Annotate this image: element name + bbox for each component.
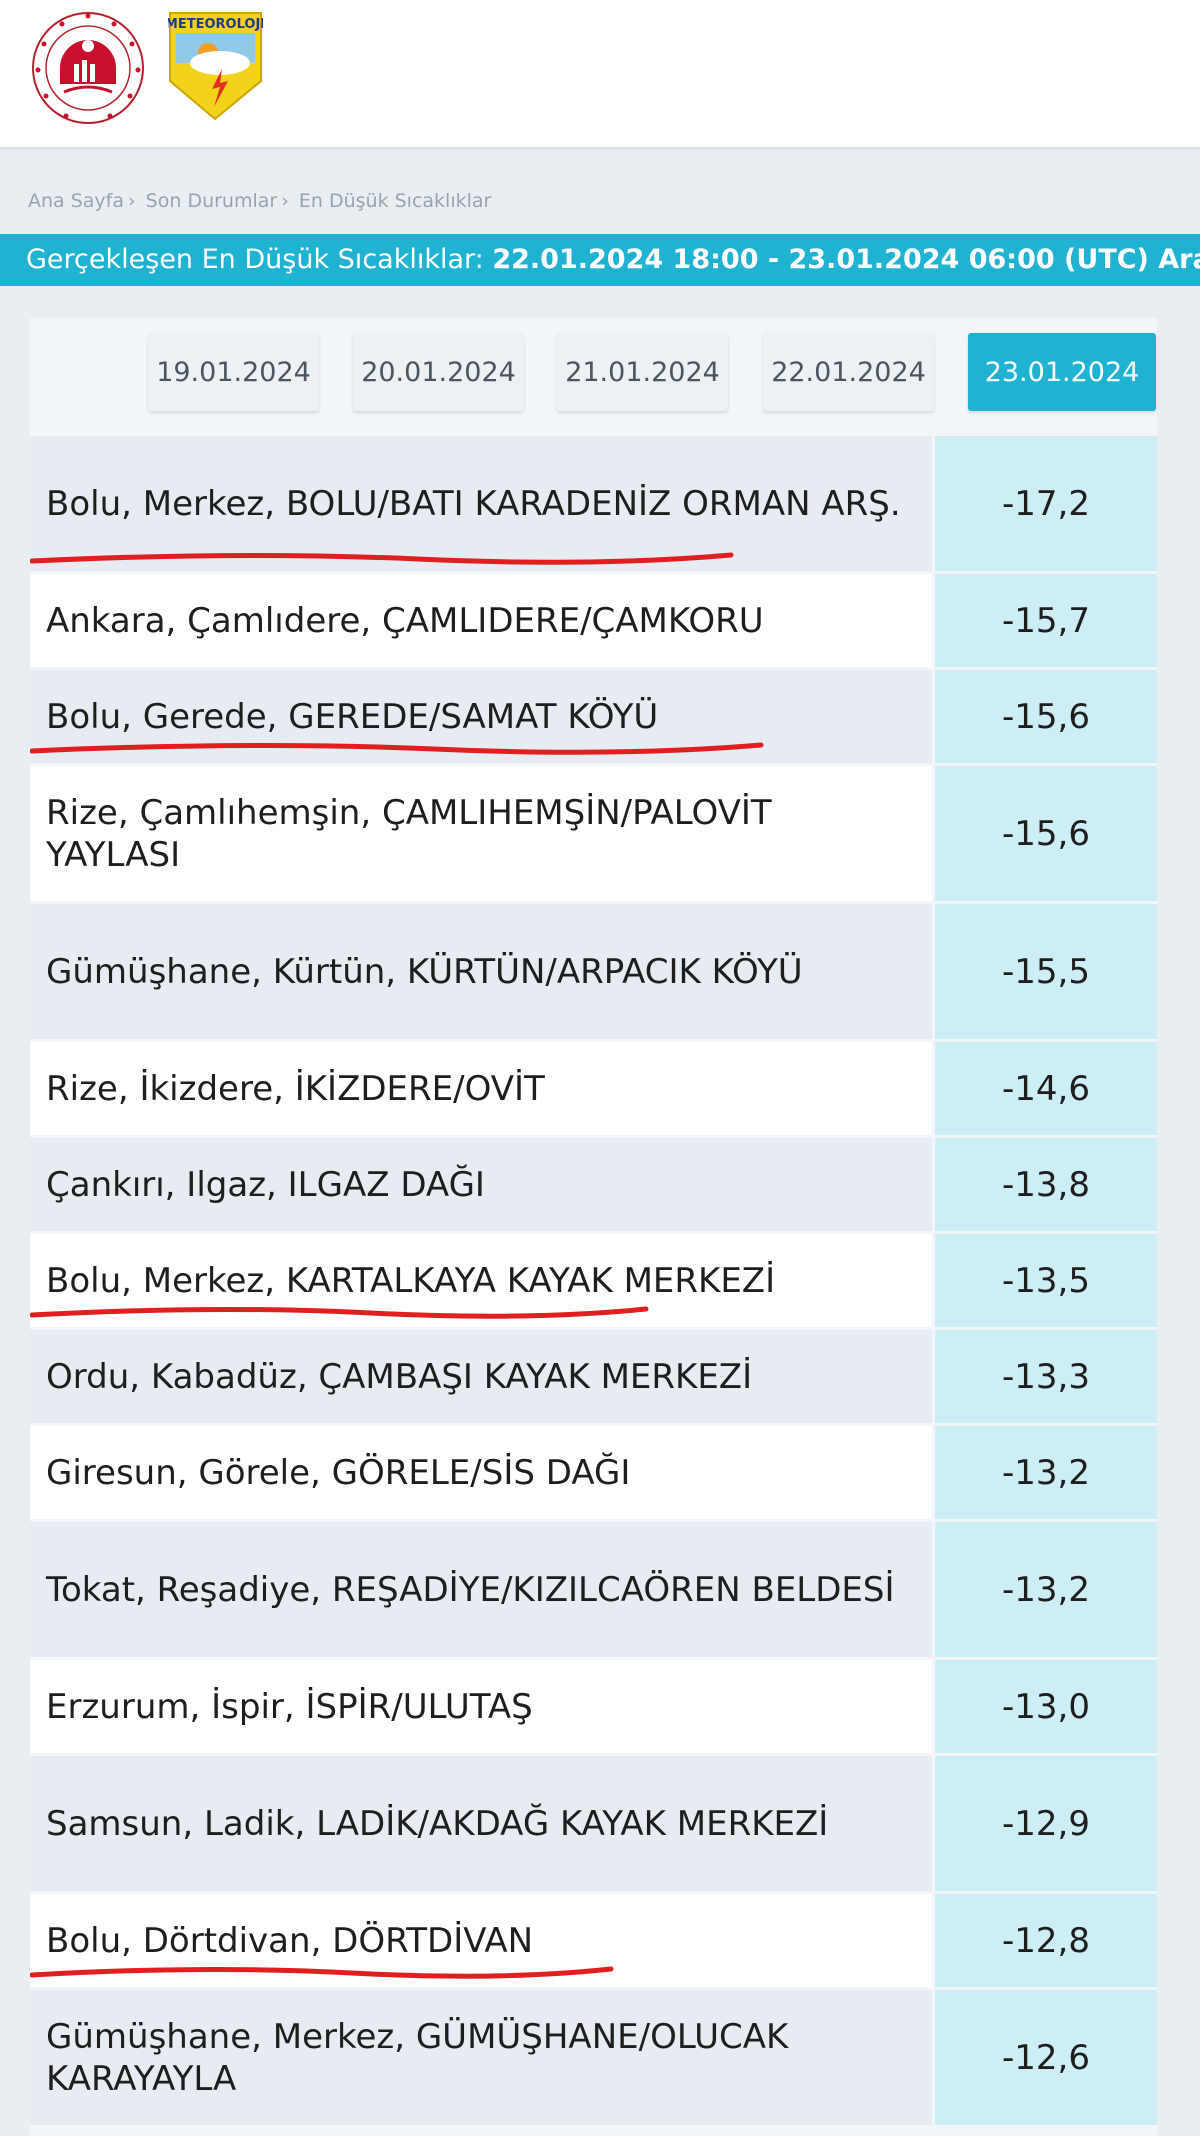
page-title-banner: Gerçekleşen En Düşük Sıcaklıklar: 22.01.… (0, 234, 1200, 286)
min-temperature-value: -15,6 (935, 670, 1157, 763)
table-row: Çankırı, Ilgaz, ILGAZ DAĞI -13,8 (30, 1138, 1157, 1231)
breadcrumb-son-durumlar[interactable]: Son Durumlar (145, 190, 278, 212)
min-temperature-value: -15,6 (935, 766, 1157, 901)
min-temperature-value: -12,9 (935, 1756, 1157, 1891)
table-row: Gümüşhane, Merkez, GÜMÜŞHANE/OLUCAK KARA… (30, 1990, 1157, 2125)
station-name-text: Bolu, Gerede, GEREDE/SAMAT KÖYÜ (46, 696, 659, 737)
banner-label: Gerçekleşen En Düşük Sıcaklıklar: (26, 244, 484, 275)
table-row: Rize, İkizdere, İKİZDERE/OVİT -14,6 (30, 1042, 1157, 1135)
table-row: Erzurum, İspir, İSPİR/ULUTAŞ -13,0 (30, 1660, 1157, 1753)
station-name-text: Rize, İkizdere, İKİZDERE/OVİT (46, 1068, 545, 1109)
table-row: Bolu, Merkez, BOLU/BATI KARADENİZ ORMAN … (30, 436, 1157, 571)
min-temperature-value: -15,7 (935, 574, 1157, 667)
station-name: Samsun, Ladik, LADİK/AKDAĞ KAYAK MERKEZİ (30, 1756, 932, 1891)
station-name: Çankırı, Ilgaz, ILGAZ DAĞI (30, 1138, 932, 1231)
breadcrumb-current: En Düşük Sıcaklıklar (298, 190, 492, 212)
station-name: Bolu, Merkez, BOLU/BATI KARADENİZ ORMAN … (30, 436, 932, 571)
breadcrumb: Ana Sayfa › Son Durumlar › En Düşük Sıcakl… (28, 190, 492, 212)
red-underline-annotation (30, 552, 734, 565)
table-row: Bolu, Dörtdivan, DÖRTDİVAN -12,8 (30, 1894, 1157, 1987)
date-tabs: 19.01.2024 20.01.2024 21.01.2024 22.01.2… (0, 333, 1200, 411)
station-name: Giresun, Görele, GÖRELE/SİS DAĞI (30, 1426, 932, 1519)
station-name-text: Samsun, Ladik, LADİK/AKDAĞ KAYAK MERKEZİ (46, 1803, 829, 1844)
banner-date-range: 22.01.2024 18:00 - 23.01.2024 06:00 (UTC… (492, 244, 1200, 275)
station-name-text: Tokat, Reşadiye, REŞADİYE/KIZILCAÖREN BE… (46, 1569, 895, 1610)
ministry-seal-logo[interactable] (30, 8, 146, 128)
station-name-text: Ankara, Çamlıdere, ÇAMLIDERE/ÇAMKORU (46, 600, 764, 641)
station-name: Ordu, Kabadüz, ÇAMBAŞI KAYAK MERKEZİ (30, 1330, 932, 1423)
table-row: Rize, Çamlıhemşin, ÇAMLIHEMŞİN/PALOVİT Y… (30, 766, 1157, 901)
min-temperature-value: -13,5 (935, 1234, 1157, 1327)
tab-19-01-2024[interactable]: 19.01.2024 (148, 333, 319, 411)
station-name-text: Bolu, Merkez, KARTALKAYA KAYAK MERKEZİ (46, 1260, 776, 1301)
min-temperature-value: -13,3 (935, 1330, 1157, 1423)
station-name-text: Gümüşhane, Merkez, GÜMÜŞHANE/OLUCAK KARA… (46, 2016, 789, 2099)
min-temperature-value: -13,0 (935, 1660, 1157, 1753)
table-row: Tokat, Reşadiye, REŞADİYE/KIZILCAÖREN BE… (30, 1522, 1157, 1657)
table-row: Bolu, Gerede, GEREDE/SAMAT KÖYÜ -15,6 (30, 670, 1157, 763)
station-name: Gümüşhane, Kürtün, KÜRTÜN/ARPACIK KÖYÜ (30, 904, 932, 1039)
min-temperature-value: -17,2 (935, 436, 1157, 571)
station-name-text: Bolu, Merkez, BOLU/BATI KARADENİZ ORMAN … (46, 483, 901, 524)
min-temperature-value: -13,2 (935, 1426, 1157, 1519)
station-name: Bolu, Gerede, GEREDE/SAMAT KÖYÜ (30, 670, 932, 763)
min-temperature-value: -14,6 (935, 1042, 1157, 1135)
min-temperature-table: Bolu, Merkez, BOLU/BATI KARADENİZ ORMAN … (30, 436, 1157, 2125)
table-row: Giresun, Görele, GÖRELE/SİS DAĞI -13,2 (30, 1426, 1157, 1519)
min-temperature-value: -12,8 (935, 1894, 1157, 1987)
meteoroloji-logo[interactable]: METEOROLOJI (168, 11, 263, 121)
station-name: Gümüşhane, Merkez, GÜMÜŞHANE/OLUCAK KARA… (30, 1990, 932, 2125)
tab-22-01-2024[interactable]: 22.01.2024 (763, 333, 934, 411)
table-row: Gümüşhane, Kürtün, KÜRTÜN/ARPACIK KÖYÜ -1… (30, 904, 1157, 1039)
station-name: Erzurum, İspir, İSPİR/ULUTAŞ (30, 1660, 932, 1753)
red-underline-annotation (30, 1306, 649, 1319)
station-name-text: Giresun, Görele, GÖRELE/SİS DAĞI (46, 1452, 631, 1493)
table-row: Samsun, Ladik, LADİK/AKDAĞ KAYAK MERKEZİ… (30, 1756, 1157, 1891)
station-name: Ankara, Çamlıdere, ÇAMLIDERE/ÇAMKORU (30, 574, 932, 667)
min-temperature-value: -13,8 (935, 1138, 1157, 1231)
svg-text:METEOROLOJI: METEOROLOJI (168, 17, 263, 32)
tab-23-01-2024[interactable]: 23.01.2024 (968, 333, 1156, 411)
min-temperature-value: -15,5 (935, 904, 1157, 1039)
table-row: Ordu, Kabadüz, ÇAMBAŞI KAYAK MERKEZİ -13,… (30, 1330, 1157, 1423)
site-header: METEOROLOJI (0, 0, 1200, 147)
min-temperature-value: -12,6 (935, 1990, 1157, 2125)
breadcrumb-home[interactable]: Ana Sayfa (28, 190, 125, 212)
station-name-text: Gümüşhane, Kürtün, KÜRTÜN/ARPACIK KÖYÜ (46, 951, 803, 992)
table-row: Bolu, Merkez, KARTALKAYA KAYAK MERKEZİ -1… (30, 1234, 1157, 1327)
station-name-text: Erzurum, İspir, İSPİR/ULUTAŞ (46, 1686, 533, 1727)
station-name: Rize, İkizdere, İKİZDERE/OVİT (30, 1042, 932, 1135)
tab-20-01-2024[interactable]: 20.01.2024 (353, 333, 524, 411)
station-name-text: Rize, Çamlıhemşin, ÇAMLIHEMŞİN/PALOVİT Y… (46, 792, 772, 875)
min-temperature-value: -13,2 (935, 1522, 1157, 1657)
red-underline-annotation (30, 1966, 614, 1979)
station-name: Bolu, Dörtdivan, DÖRTDİVAN (30, 1894, 932, 1987)
station-name: Rize, Çamlıhemşin, ÇAMLIHEMŞİN/PALOVİT Y… (30, 766, 932, 901)
station-name: Tokat, Reşadiye, REŞADİYE/KIZILCAÖREN BE… (30, 1522, 932, 1657)
station-name-text: Ordu, Kabadüz, ÇAMBAŞI KAYAK MERKEZİ (46, 1356, 753, 1397)
station-name-text: Bolu, Dörtdivan, DÖRTDİVAN (46, 1920, 534, 1961)
station-name: Bolu, Merkez, KARTALKAYA KAYAK MERKEZİ (30, 1234, 932, 1327)
table-row: Ankara, Çamlıdere, ÇAMLIDERE/ÇAMKORU -15,… (30, 574, 1157, 667)
station-name-text: Çankırı, Ilgaz, ILGAZ DAĞI (46, 1164, 485, 1205)
red-underline-annotation (30, 742, 764, 755)
tab-21-01-2024[interactable]: 21.01.2024 (557, 333, 728, 411)
